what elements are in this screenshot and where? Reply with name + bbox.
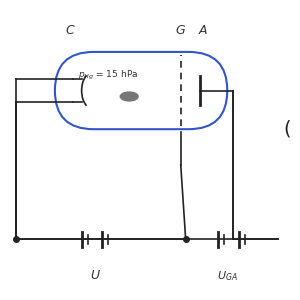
Text: $p_{Hg}$ = 15 hPa: $p_{Hg}$ = 15 hPa: [78, 68, 139, 82]
Text: $U_{GA}$: $U_{GA}$: [217, 269, 238, 283]
Text: C: C: [65, 24, 74, 37]
Text: G: G: [176, 24, 185, 37]
Text: U: U: [91, 269, 100, 282]
Ellipse shape: [120, 92, 138, 101]
Text: (: (: [284, 120, 291, 139]
Text: A: A: [198, 24, 207, 37]
